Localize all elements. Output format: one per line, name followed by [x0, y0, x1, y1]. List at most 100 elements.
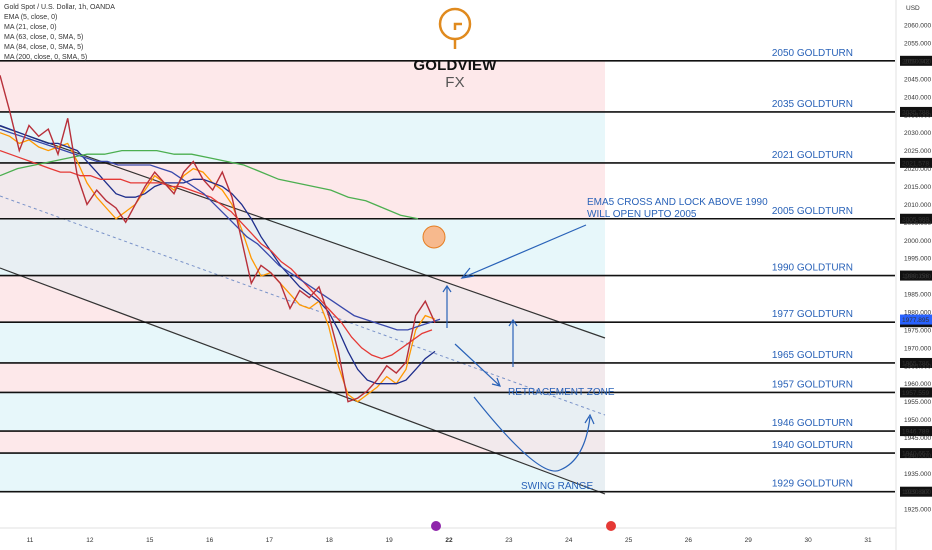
indicator-ma200[interactable]: MA (200, close, 0, SMA, 5) [4, 54, 88, 61]
price-tick-label: 2045.000 [904, 76, 931, 83]
time-tick-label: 30 [805, 537, 813, 544]
price-tag-bg [900, 486, 932, 497]
series-line-ma200[interactable] [0, 149, 419, 220]
time-tick-label: 12 [86, 537, 94, 544]
price-tag: 1990.156 [902, 273, 929, 280]
series-line-ema5[interactable] [0, 132, 436, 403]
price-tick-label: 1960.000 [904, 381, 931, 388]
price-tag-bg [900, 357, 932, 368]
level-band [0, 60, 605, 112]
price-tick-label: 2010.000 [904, 202, 931, 209]
price-tick-label: 1930.000 [904, 489, 931, 496]
price-tick-label: 1925.000 [904, 507, 931, 514]
goldturn-label: 1957 GOLDTURN [772, 379, 853, 390]
brand-name: GOLDVIEW FX [410, 57, 500, 91]
swing-curve[interactable] [473, 396, 591, 472]
time-tick-label: 24 [565, 537, 573, 544]
symbol-title: Gold Spot / U.S. Dollar, 1h, OANDA [4, 4, 115, 11]
indicator-ema5[interactable]: EMA (5, close, 0) [4, 14, 58, 21]
price-tag-bg [900, 387, 932, 398]
goldturn-label: 2050 GOLDTURN [772, 48, 853, 59]
goldturn-label: 1929 GOLDTURN [772, 479, 853, 490]
price-axis: 2050.042 2035.788 2021.578 2005.999 1990.156… [895, 0, 932, 550]
price-tick-label: 2055.000 [904, 41, 931, 48]
goldturn-label: 2005 GOLDTURN [772, 206, 853, 217]
brand-suffix-text: FX [445, 74, 465, 91]
price-tick-label: 1985.000 [904, 292, 931, 299]
time-tick-label: 23 [505, 537, 513, 544]
series-line-price[interactable] [0, 75, 436, 403]
current-price-tag: 1977.895 [902, 317, 929, 324]
price-tag: 2035.788 [902, 109, 929, 116]
goldview-logo: GOLDVIEW FX [410, 4, 500, 91]
price-tick-label: 2015.000 [904, 184, 931, 191]
price-tag-bg [900, 213, 932, 224]
price-tick-label: 2035.000 [904, 112, 931, 119]
retracement-zone-label: RETRACEMENT ZONE [508, 387, 615, 398]
down-arrow[interactable] [454, 343, 501, 387]
level-band [0, 453, 605, 492]
up-arrowhead [508, 318, 518, 327]
goldturn-label: 2021 GOLDTURN [772, 150, 853, 161]
price-tick-label: 1955.000 [904, 399, 931, 406]
goldturn-label: 2035 GOLDTURN [772, 99, 853, 110]
ema-note-arrowhead [460, 267, 475, 279]
price-tag-bg [900, 106, 932, 117]
time-tick-label: 16 [206, 537, 214, 544]
price-tick-label: 1975.000 [904, 327, 931, 334]
channel-lower-line[interactable] [0, 267, 606, 495]
price-tag: 1940.657 [902, 451, 929, 458]
price-tag-bg [900, 448, 932, 459]
goldturn-label: 1977 GOLDTURN [772, 309, 853, 320]
price-tick-label: 1965.000 [904, 363, 931, 370]
price-tag-bg [900, 270, 932, 281]
indicator-ma21[interactable]: MA (21, close, 0) [4, 24, 57, 31]
price-tag: 2005.999 [902, 216, 929, 223]
price-tag: 2021.578 [902, 160, 929, 167]
indicator-lines [0, 75, 441, 403]
price-tick-label: 2060.000 [904, 23, 931, 30]
price-tick-label: 1980.000 [904, 310, 931, 317]
goldview-g-icon [438, 7, 472, 49]
ma200-target-marker[interactable] [422, 225, 446, 249]
price-tick-label: 1945.000 [904, 435, 931, 442]
time-tick-label: 26 [685, 537, 693, 544]
current-price-tag-bg [900, 314, 932, 325]
price-tick-label: 1995.000 [904, 256, 931, 263]
down-arrowhead [491, 377, 501, 387]
time-tick-label: 18 [326, 537, 334, 544]
ema-note-arrow[interactable] [461, 224, 587, 279]
us-flag-icon[interactable] [606, 521, 616, 531]
event-icon[interactable] [431, 521, 441, 531]
price-tick-label: 2005.000 [904, 220, 931, 227]
indicator-ma63[interactable]: MA (63, close, 0, SMA, 5) [4, 34, 84, 41]
goldturn-label: 1965 GOLDTURN [772, 350, 853, 361]
price-tag-bg [900, 157, 932, 168]
time-tick-label: 29 [745, 537, 753, 544]
time-axis: 11 12 15 16 17 18 19 22 23 24 25 26 29 30 31 [0, 521, 896, 544]
time-tick-label: 19 [386, 537, 394, 544]
price-tag: 1957.559 [902, 390, 929, 397]
price-tag: 1965.786 [902, 360, 929, 367]
ema-note-line2: WILL OPEN UPTO 2005 [587, 209, 697, 220]
indicator-ma84[interactable]: MA (84, close, 0, SMA, 5) [4, 44, 84, 51]
swing-arrowhead [584, 413, 595, 425]
ema-note-line1: EMA5 CROSS AND LOCK ABOVE 1990 [587, 197, 768, 208]
price-tick-label: 2040.000 [904, 94, 931, 101]
price-tick-label: 1935.000 [904, 471, 931, 478]
price-tick-label: 2000.000 [904, 238, 931, 245]
goldturn-label: 1940 GOLDTURN [772, 440, 853, 451]
goldturn-label: 1946 GOLDTURN [772, 418, 853, 429]
price-tick-label: 1940.000 [904, 453, 931, 460]
price-tick-label: 1970.000 [904, 345, 931, 352]
price-tick-label: 1950.000 [904, 417, 931, 424]
brand-name-text: GOLDVIEW [413, 57, 497, 74]
up-arrowhead [442, 284, 452, 293]
time-tick-label: 25 [625, 537, 633, 544]
channel-mid-line[interactable] [0, 195, 606, 416]
series-line-ma63[interactable] [0, 149, 433, 360]
price-tick-label: 2030.000 [904, 130, 931, 137]
price-tag-bg [900, 55, 932, 66]
